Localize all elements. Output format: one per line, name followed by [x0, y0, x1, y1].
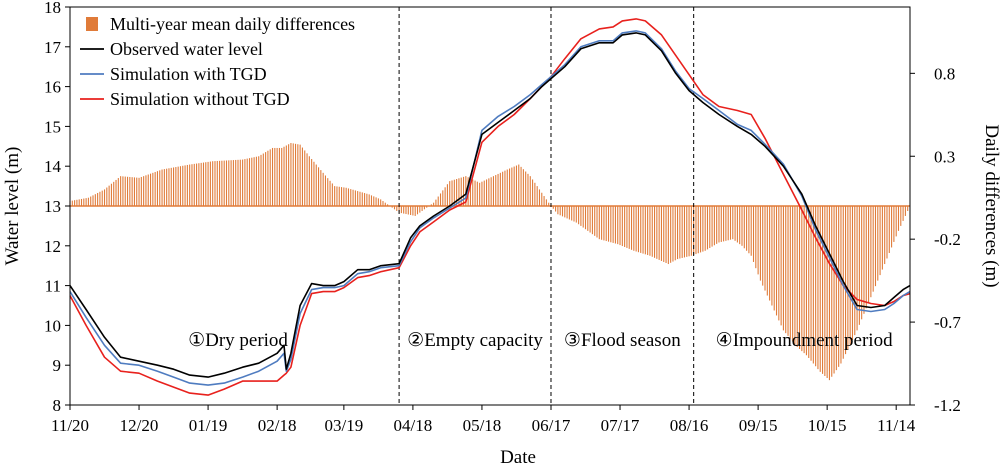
period-label: ④Impoundment period: [716, 330, 893, 351]
y-tick-label: 18: [44, 0, 61, 17]
y-tick-label: 17: [44, 38, 62, 57]
x-tick-label: 01/19: [189, 416, 228, 435]
x-tick-label: 03/19: [324, 416, 363, 435]
y-axis-label: Water level (m): [2, 147, 23, 266]
y-tick-label: 16: [44, 78, 61, 97]
legend-label: Simulation with TGD: [110, 64, 267, 84]
x-tick-label: 05/18: [463, 416, 502, 435]
x-tick-label: 12/20: [120, 416, 159, 435]
simulation-without-tgd-line: [69, 18, 911, 396]
y2-axis-label: Daily differences (m): [981, 124, 1000, 287]
y2-tick-label: -0.7: [934, 313, 961, 332]
x-tick-label: 02/18: [258, 416, 297, 435]
x-tick-label: 07/17: [601, 416, 640, 435]
y2-tick-label: -1.2: [934, 396, 961, 415]
x-axis-label: Date: [500, 447, 536, 468]
x-tick-label: 10/15: [808, 416, 847, 435]
y-tick-label: 8: [53, 396, 62, 415]
y-tick-label: 9: [53, 356, 62, 375]
ticks: 11/20 12/20 01/19 02/18 03/19 04/18 05/18 06/17…: [44, 0, 961, 435]
y2-tick-label: 0.8: [934, 64, 955, 83]
water-level-lines: [69, 18, 911, 396]
legend-label: Observed water level: [110, 39, 263, 59]
x-tick-label: 09/15: [739, 416, 778, 435]
period-labels: ①Dry period ②Empty capacity ③Flood season ④…: [188, 330, 893, 351]
legend-label: Simulation without TGD: [110, 89, 290, 109]
simulation-with-tgd-line: [69, 30, 911, 386]
x-tick-label: 04/18: [394, 416, 433, 435]
y-tick-label: 12: [44, 237, 61, 256]
observed-water-level-line: [69, 32, 911, 378]
x-tick-label: 11/20: [51, 416, 89, 435]
y-tick-label: 14: [44, 157, 62, 176]
x-tick-label: 06/17: [532, 416, 571, 435]
y-tick-label: 10: [44, 316, 61, 335]
y2-tick-label: 0.3: [934, 147, 955, 166]
y-tick-label: 11: [45, 277, 61, 296]
period-label: ③Flood season: [564, 330, 681, 351]
y2-tick-label: -0.2: [934, 230, 961, 249]
legend: Multi-year mean daily differences Observe…: [80, 14, 355, 109]
x-tick-label: 08/16: [670, 416, 709, 435]
period-label: ①Dry period: [188, 330, 288, 351]
x-tick-label: 11/14: [877, 416, 916, 435]
y-tick-label: 15: [44, 117, 61, 136]
y-tick-label: 13: [44, 197, 61, 216]
period-label: ②Empty capacity: [407, 330, 543, 351]
legend-swatch-bar: [86, 17, 98, 31]
legend-label: Multi-year mean daily differences: [110, 14, 355, 34]
period-boundaries: [398, 7, 695, 405]
